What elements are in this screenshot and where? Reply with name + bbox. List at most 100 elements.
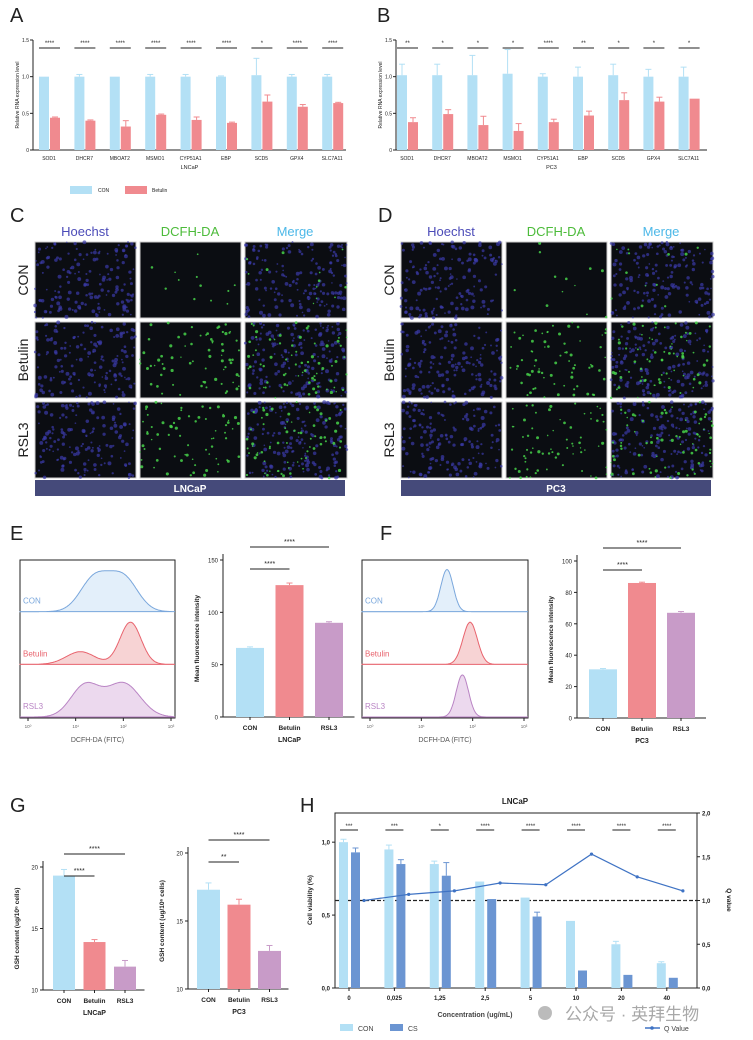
nucleus — [291, 339, 295, 342]
nucleus — [271, 473, 274, 476]
nucleus — [473, 257, 478, 262]
ros-signal — [568, 360, 571, 362]
nucleus — [333, 340, 338, 345]
nucleus — [282, 390, 285, 393]
nucleus — [303, 384, 308, 389]
nucleus — [120, 348, 124, 352]
nucleus — [633, 258, 636, 262]
ros-signal — [155, 459, 159, 462]
nucleus — [454, 363, 457, 366]
nucleus — [265, 332, 270, 336]
ros-signal — [574, 402, 577, 405]
nucleus — [329, 243, 334, 247]
nucleus — [688, 300, 691, 303]
nucleus — [63, 456, 67, 460]
nucleus — [90, 320, 94, 324]
y-axis-label: GSH content (ug/10⁶ cells) — [14, 888, 21, 970]
ros-signal — [315, 372, 318, 375]
nucleus — [308, 291, 313, 296]
nucleus — [473, 285, 476, 288]
nucleus — [290, 391, 293, 394]
nucleus — [622, 290, 626, 295]
nucleus — [642, 291, 646, 295]
nucleus — [656, 418, 660, 421]
ros-signal — [286, 384, 289, 387]
nucleus — [669, 245, 673, 249]
y-tick-label: 1.0 — [385, 75, 392, 81]
comparison-label: **** — [284, 539, 295, 546]
nucleus — [103, 384, 108, 388]
ros-signal — [548, 408, 551, 412]
row-label-rsl3: RSL3 — [15, 422, 31, 457]
nucleus — [624, 368, 627, 371]
nucleus — [287, 244, 291, 248]
significance-label: * — [442, 41, 445, 47]
nucleus — [287, 366, 291, 369]
nucleus — [626, 288, 629, 291]
nucleus — [472, 476, 475, 478]
histogram-betulin — [19, 621, 176, 665]
nucleus — [439, 464, 442, 466]
nucleus — [483, 256, 487, 260]
nucleus — [334, 475, 338, 480]
nucleus — [491, 258, 495, 261]
nucleus — [295, 439, 299, 443]
nucleus — [255, 338, 258, 341]
nucleus — [262, 475, 265, 478]
micrograph-merge — [244, 241, 348, 319]
nucleus — [672, 339, 676, 344]
nucleus — [107, 461, 112, 466]
nucleus — [283, 446, 286, 449]
bar-rsl3 — [315, 622, 343, 717]
bar-betulin — [120, 126, 131, 150]
ros-signal — [278, 342, 282, 345]
ros-signal — [177, 416, 181, 420]
ros-signal — [224, 366, 227, 369]
ros-signal — [643, 379, 647, 383]
x-tick-label: Betulin — [631, 726, 653, 733]
nucleus — [700, 303, 704, 307]
nucleus — [124, 244, 129, 248]
nucleus — [88, 374, 91, 377]
nucleus — [296, 288, 299, 291]
ros-signal — [253, 456, 257, 460]
nucleus — [619, 438, 623, 441]
ros-signal — [588, 366, 591, 369]
nucleus — [82, 429, 86, 433]
ros-signal — [654, 476, 657, 478]
ros-signal — [341, 248, 344, 251]
nucleus — [492, 405, 496, 409]
nucleus — [125, 306, 128, 309]
ros-signal — [226, 421, 230, 424]
nucleus — [439, 290, 442, 293]
ros-signal — [224, 332, 228, 336]
nucleus — [477, 360, 482, 365]
ros-signal — [308, 411, 311, 414]
nucleus — [621, 246, 626, 251]
nucleus — [336, 244, 341, 248]
x-tick-label: DHCR7 — [76, 156, 93, 162]
ros-signal — [265, 268, 269, 272]
nucleus — [431, 322, 435, 326]
nucleus — [436, 272, 439, 275]
nucleus — [109, 444, 113, 449]
nucleus — [61, 380, 65, 385]
ros-signal — [524, 460, 527, 463]
nucleus — [481, 254, 484, 257]
nucleus — [425, 329, 427, 332]
ros-signal — [308, 446, 311, 448]
nucleus — [635, 261, 639, 265]
nucleus — [656, 245, 660, 248]
nucleus — [58, 307, 63, 311]
nucleus — [666, 325, 670, 330]
nucleus — [418, 388, 422, 392]
nucleus — [672, 425, 675, 428]
nucleus — [119, 457, 122, 459]
nucleus — [448, 266, 452, 271]
nucleus — [679, 348, 683, 353]
ros-signal — [692, 351, 695, 354]
nucleus — [482, 304, 486, 308]
nucleus — [109, 267, 114, 272]
nucleus — [328, 402, 331, 406]
nucleus — [246, 282, 251, 286]
